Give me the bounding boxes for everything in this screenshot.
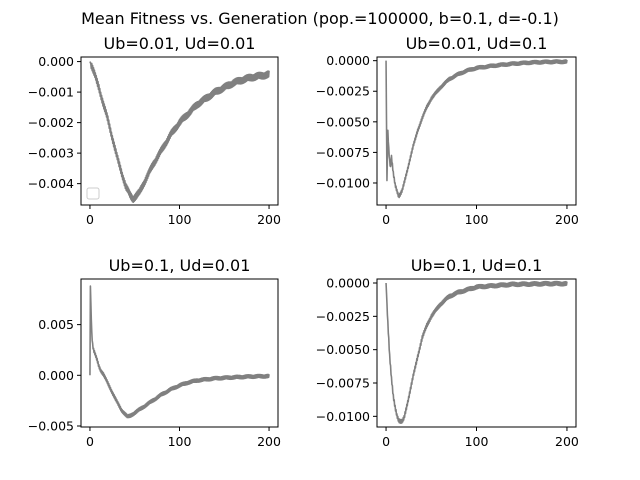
subplot-title: Ub=0.01, Ud=0.01 — [104, 34, 256, 53]
y-tick-label: −0.0100 — [316, 175, 370, 190]
y-tick-label: 0.0000 — [326, 53, 370, 68]
x-tick-label: 0 — [86, 434, 94, 449]
y-tick-label: 0.005 — [38, 317, 74, 332]
y-tick-label: 0.000 — [38, 54, 74, 69]
y-tick-label: −0.0050 — [316, 114, 370, 129]
y-tick-label: −0.0100 — [316, 409, 370, 424]
y-tick-label: 0.000 — [38, 368, 74, 383]
y-tick-label: −0.005 — [28, 418, 74, 433]
x-tick-label: 100 — [168, 434, 192, 449]
x-tick-label: 200 — [555, 434, 579, 449]
x-tick-label: 0 — [382, 212, 390, 227]
y-tick-label: −0.0025 — [316, 84, 370, 99]
x-tick-label: 100 — [465, 212, 489, 227]
subplot-title: Ub=0.1, Ud=0.01 — [109, 256, 251, 275]
x-tick-label: 200 — [257, 212, 281, 227]
y-tick-label: −0.0025 — [316, 309, 370, 324]
y-tick-label: 0.0000 — [326, 276, 370, 291]
x-tick-label: 100 — [465, 434, 489, 449]
y-tick-label: −0.004 — [28, 176, 74, 191]
series-line-1 — [385, 280, 568, 424]
y-tick-label: −0.0075 — [316, 376, 370, 391]
series-line-1 — [89, 285, 270, 419]
y-tick-label: −0.002 — [28, 115, 74, 130]
y-tick-label: −0.0075 — [316, 145, 370, 160]
figure-title: Mean Fitness vs. Generation (pop.=100000… — [81, 9, 559, 28]
subplot-grid: Ub=0.01, Ud=0.01 0 100 200 0.000 −0.001 −0.002… — [28, 34, 579, 449]
x-tick-label: 200 — [257, 434, 281, 449]
y-tick-label: −0.001 — [28, 85, 74, 100]
x-tick-label: 100 — [168, 212, 192, 227]
x-tick-label: 200 — [555, 212, 579, 227]
legend-box — [86, 187, 100, 200]
subplot-2: Ub=0.01, Ud=0.1 0 100 200 0.0000 −0.0025 −0.00… — [316, 34, 579, 227]
subplot-1: Ub=0.01, Ud=0.01 0 100 200 0.000 −0.001 −0.002… — [28, 34, 281, 227]
subplot-title: Ub=0.1, Ud=0.1 — [411, 256, 543, 275]
y-tick-label: −0.0050 — [316, 342, 370, 357]
series-line-1 — [89, 61, 270, 203]
series-line-1 — [385, 59, 568, 199]
subplot-title: Ub=0.01, Ud=0.1 — [406, 34, 548, 53]
y-tick-label: −0.003 — [28, 146, 74, 161]
x-tick-label: 0 — [382, 434, 390, 449]
subplot-3: Ub=0.1, Ud=0.01 0 100 200 0.005 0.000 −0.005 — [28, 256, 281, 449]
x-tick-label: 0 — [86, 212, 94, 227]
subplot-4: Ub=0.1, Ud=0.1 0 100 200 0.0000 −0.0025 −0.005… — [316, 256, 579, 449]
